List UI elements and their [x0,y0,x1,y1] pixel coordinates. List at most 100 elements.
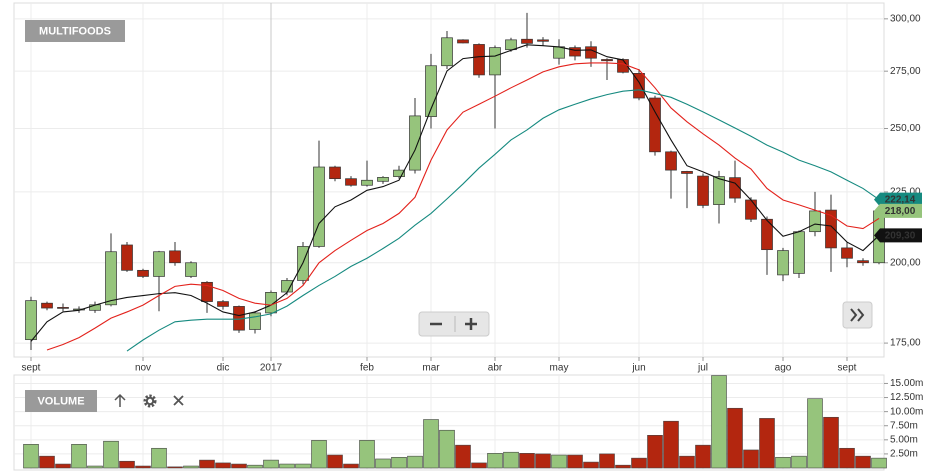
candle-body [713,176,725,205]
candle-body [249,312,261,330]
candle-body [345,178,357,186]
x-tick-label: sept [22,363,41,374]
candle-body [745,199,757,220]
candle-body [665,151,677,171]
y-tick-label: 225,00 [890,187,921,198]
volume-bar [679,455,695,469]
volume-bar [23,444,39,469]
volume-bar [727,407,743,469]
candle-body [41,302,53,309]
volume-bar [711,375,727,469]
candle-body [649,97,661,153]
volume-bar [567,454,583,469]
candle-body [505,39,517,51]
volume-bar [343,463,359,469]
volume-bar [871,457,887,469]
volume-bar [407,455,423,469]
settings-icon[interactable] [143,394,157,408]
candle-body [409,115,421,171]
volume-bar [775,456,791,469]
volume-bar [535,453,551,469]
scroll-end-button[interactable] [842,301,873,329]
price-tag [874,192,922,207]
candle-body [153,251,165,277]
candle-body [825,209,837,249]
y-tick-label: 15.00m [890,378,923,389]
price-tag-label: 222,14 [885,195,916,206]
volume-bar [471,462,487,469]
candle-body [393,169,405,177]
zoom-in-button[interactable] [465,318,477,330]
volume-bar [855,455,871,469]
y-tick-label: 275,00 [890,66,921,77]
close-icon[interactable] [173,395,184,406]
zoom-box [418,311,490,337]
volume-bar [55,463,71,469]
volume-bar [167,466,183,469]
volume-bar [215,462,231,469]
y-tick-label: 175,00 [890,338,921,349]
candle-body [537,39,549,42]
title-badge [25,20,125,42]
x-tick-label: sept [838,363,857,374]
volume-bar [503,451,519,469]
x-tick-label: mar [422,363,440,374]
volume-bar [39,455,55,469]
volume-bar [327,454,343,469]
candle-body [681,171,693,174]
volume-bar [103,440,119,469]
y-tick-label: 7.50m [890,420,918,431]
volume-bar [263,459,279,469]
volume-bar [87,465,103,469]
volume-bar [311,440,327,469]
volume-bar [455,444,471,469]
moving-average-line [30,44,880,342]
candle-body [425,65,437,117]
volume-bar [663,420,679,469]
candle-body [489,47,501,76]
volume-bar [199,459,215,469]
candle-body [25,300,37,341]
candle-body [105,251,117,306]
candle-body [473,44,485,76]
candle-body [217,301,229,307]
x-tick-label: 2017 [260,363,283,374]
candle-body [521,38,533,44]
volume-bar [183,465,199,469]
chevrons [850,308,865,322]
candle-body [697,175,709,206]
x-tick-label: nov [135,363,151,374]
candle-body [809,210,821,233]
volume-bar [231,463,247,469]
moving-average-line [126,89,880,352]
volume-bar [791,455,807,469]
candle-body [329,166,341,180]
candle-body [313,166,325,247]
volume-bar [247,464,263,469]
price-tag [874,203,922,218]
candle-body [169,250,181,264]
x-tick-label: dic [217,363,230,374]
candle-body [553,46,565,59]
candle-body [121,244,133,271]
moving-average-line [46,62,880,351]
volume-bar [359,440,375,469]
volume-bar [631,457,647,469]
volume-bar [615,464,631,469]
candle-body [361,179,373,186]
candle-body [185,262,197,277]
x-tick-label: abr [488,363,503,374]
x-tick-label: jun [631,363,645,374]
move-up-icon[interactable] [114,393,126,407]
volume-bar [119,460,135,469]
volume-bar [583,461,599,469]
volume-bar [599,453,615,469]
y-tick-label: 200,00 [890,257,921,268]
chart-title: MULTIFOODS [39,25,111,37]
candle-body [585,46,597,59]
candle-body [729,177,741,199]
volume-bar [391,456,407,469]
x-tick-label: may [550,363,569,374]
volume-bar [295,463,311,469]
candle-body [57,307,69,309]
